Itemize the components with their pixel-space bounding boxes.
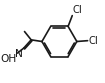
Text: OH: OH bbox=[1, 54, 17, 63]
Text: Cl: Cl bbox=[73, 5, 82, 15]
Text: Cl: Cl bbox=[88, 36, 98, 46]
Text: N: N bbox=[15, 49, 23, 59]
